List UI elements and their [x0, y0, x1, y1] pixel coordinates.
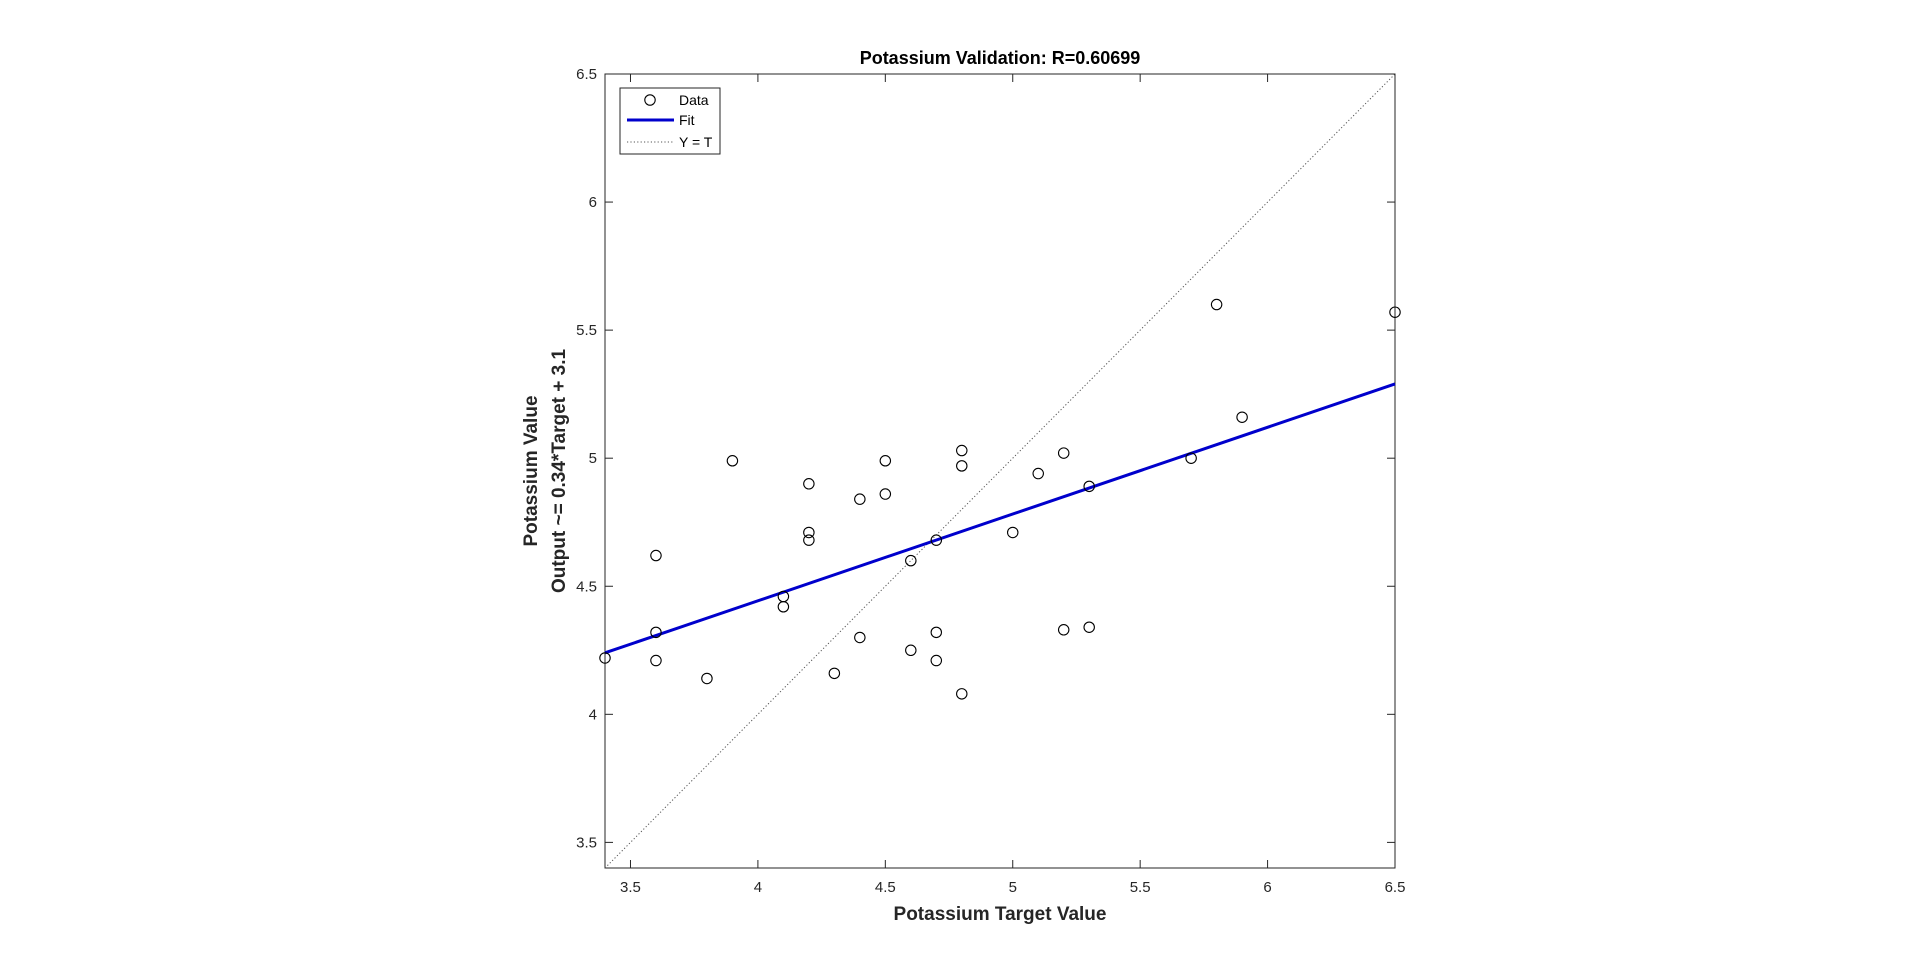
data-point — [905, 644, 917, 657]
data-point — [803, 526, 815, 539]
x-tick-label: 3.5 — [620, 879, 641, 896]
data-point — [1057, 447, 1070, 459]
x-axis-label: Potassium Target Value — [894, 904, 1107, 925]
data-point — [650, 549, 662, 562]
legend-label-fit: Fit — [679, 112, 695, 128]
data-point — [879, 455, 892, 467]
y-axis-label-group: Potassium Value Output ~= 0.34*Target + … — [521, 349, 570, 594]
data-point — [777, 600, 790, 613]
legend-label-reference: Y = T — [679, 134, 713, 150]
data-point — [930, 654, 943, 667]
data-point — [1032, 467, 1044, 480]
data-points-layer — [599, 298, 1401, 700]
data-point — [905, 554, 917, 567]
data-point — [828, 667, 841, 680]
data-point — [599, 652, 611, 664]
data-point — [930, 534, 943, 546]
legend: Data Fit Y = T — [619, 87, 721, 155]
x-tick-label: 4.5 — [875, 879, 896, 896]
chart-title: Potassium Validation: R=0.60699 — [860, 48, 1141, 68]
data-point — [956, 460, 968, 472]
data-point — [650, 626, 662, 639]
data-point — [956, 688, 968, 700]
data-point — [930, 626, 943, 639]
y-tick-label: 3.5 — [576, 834, 597, 851]
y-tick-label: 5.5 — [576, 322, 597, 339]
y-tick-label: 4.5 — [576, 578, 597, 595]
data-point — [1083, 480, 1095, 493]
data-point — [1236, 411, 1248, 423]
data-point — [726, 455, 739, 467]
y-tick-label: 5 — [589, 450, 597, 467]
data-point — [1057, 624, 1070, 636]
data-point — [701, 672, 713, 685]
x-tick-label: 5 — [1009, 879, 1017, 896]
x-tick-label: 6.5 — [1385, 879, 1406, 896]
y-axis-label-line-2: Output ~= 0.34*Target + 3.1 — [549, 349, 570, 594]
legend-label-data: Data — [679, 92, 709, 108]
y-axis-ticks: 3.5 4 4.5 5 5.5 6 6.5 — [576, 66, 1395, 851]
data-point — [854, 493, 866, 505]
fit-line — [604, 382, 1396, 655]
axes-box — [604, 73, 1396, 869]
y-tick-label: 6.5 — [576, 66, 597, 83]
data-point — [1006, 526, 1019, 539]
fit-line-layer — [604, 382, 1396, 655]
legend-data-marker — [644, 94, 656, 106]
data-point — [1185, 452, 1197, 464]
data-point — [803, 534, 815, 546]
data-point — [956, 444, 968, 457]
data-point — [854, 631, 866, 644]
data-point — [803, 478, 815, 490]
y-axis-label-line-1: Potassium Value — [521, 395, 542, 546]
data-point — [879, 488, 892, 500]
y-tick-label: 4 — [589, 706, 597, 723]
data-point — [650, 654, 662, 667]
x-tick-label: 4 — [754, 879, 762, 896]
data-point — [1083, 621, 1095, 633]
y-tick-label: 6 — [589, 194, 597, 211]
x-tick-label: 6 — [1263, 879, 1271, 896]
x-tick-label: 5.5 — [1130, 879, 1151, 896]
data-point — [1210, 298, 1223, 311]
x-axis-ticks: 3.5 4 4.5 5 5.5 6 6.5 — [620, 74, 1405, 896]
plot-area — [599, 73, 1401, 869]
data-point — [1389, 306, 1401, 318]
